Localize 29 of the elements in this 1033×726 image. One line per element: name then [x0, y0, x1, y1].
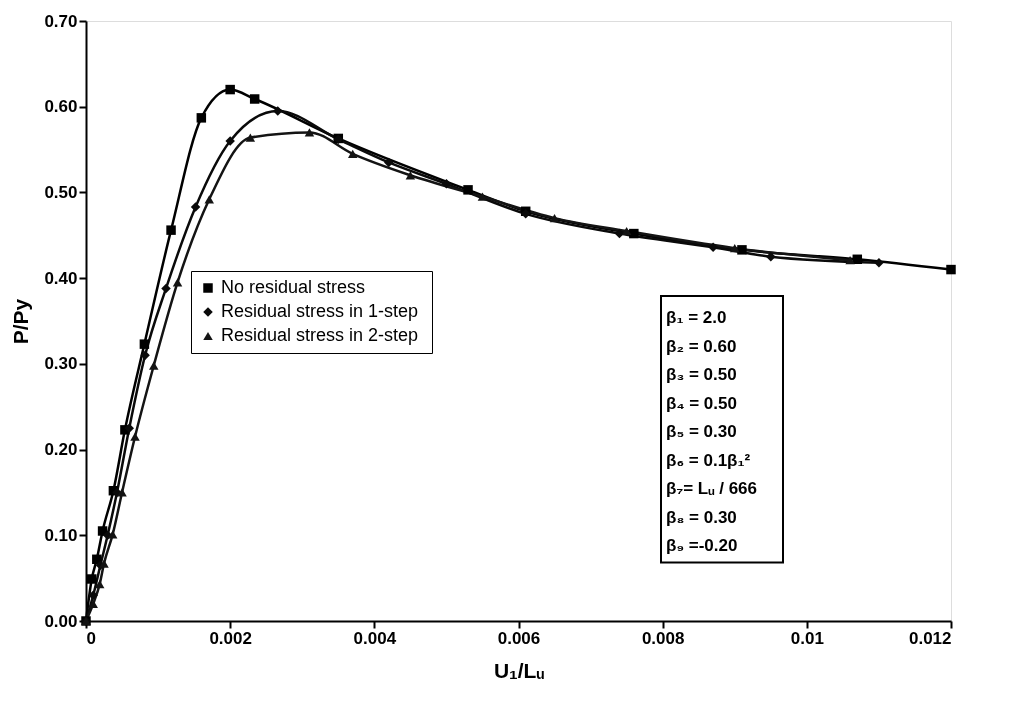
y-tick-label: 0.20	[44, 440, 78, 460]
annotation: β₆ = 0.1β₁²	[666, 450, 751, 470]
annotation: β₁ = 2.0	[666, 308, 727, 328]
x-tick-label: 0.012	[908, 628, 952, 648]
annotation: β₃ = 0.50	[666, 365, 737, 385]
legend-label: Residual stress in 1-step	[221, 301, 419, 321]
x-tick-label: 0.004	[353, 628, 397, 648]
annotation: β₇= Lᵤ / 666	[666, 479, 758, 499]
y-tick-label: 0.00	[44, 611, 78, 631]
legend-label: No residual stress	[221, 277, 366, 297]
x-tick-label: 0.01	[790, 628, 824, 648]
legend-label: Residual stress in 2-step	[221, 325, 419, 345]
x-axis-title: U₁/Lᵤ	[493, 658, 545, 682]
x-tick-label: 0	[86, 628, 96, 648]
annotation: β₂ = 0.60	[666, 336, 737, 356]
y-tick-label: 0.50	[44, 182, 78, 202]
annotation: β₈ = 0.30	[666, 507, 737, 527]
annotation: β₄ = 0.50	[666, 393, 737, 413]
y-tick-label: 0.10	[44, 525, 78, 545]
y-tick-label: 0.70	[44, 11, 78, 31]
y-tick-label: 0.40	[44, 268, 78, 288]
y-tick-label: 0.60	[44, 97, 78, 117]
x-tick-label: 0.008	[641, 628, 685, 648]
y-tick-label: 0.30	[44, 354, 78, 374]
annotation: β₉ =-0.20	[666, 536, 738, 556]
x-tick-label: 0.002	[209, 628, 252, 648]
y-axis-title: P/Py	[9, 298, 33, 345]
annotation: β₅ = 0.30	[666, 422, 737, 442]
x-tick-label: 0.006	[497, 628, 541, 648]
